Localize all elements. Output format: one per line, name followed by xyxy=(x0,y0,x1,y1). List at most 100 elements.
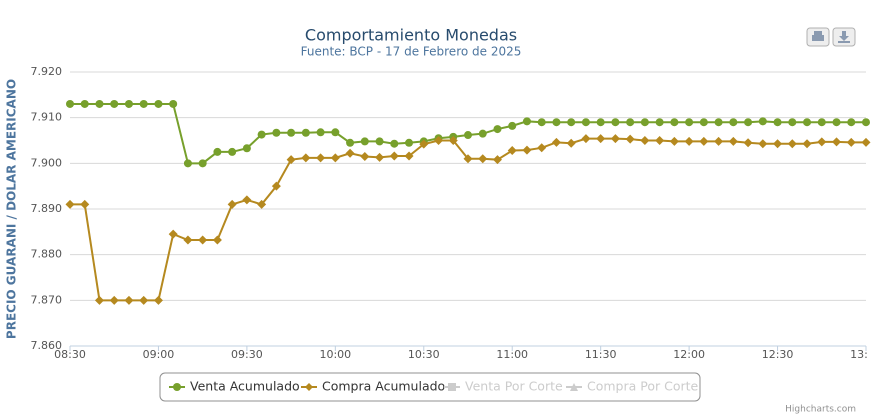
y-tick-label: 7.910 xyxy=(31,111,63,124)
data-point xyxy=(832,137,842,147)
data-point xyxy=(434,136,444,145)
legend-label[interactable]: Compra Acumulado xyxy=(322,379,445,394)
data-point xyxy=(537,143,547,153)
data-point xyxy=(684,136,694,146)
data-point xyxy=(773,139,783,149)
data-point xyxy=(464,131,472,140)
data-point xyxy=(478,129,487,138)
data-point xyxy=(80,199,90,209)
data-point xyxy=(817,118,826,127)
data-point xyxy=(611,118,620,127)
data-point xyxy=(714,136,724,146)
legend-label[interactable]: Venta Acumulado xyxy=(190,379,300,394)
data-point xyxy=(124,295,134,305)
data-point xyxy=(95,99,104,108)
data-point xyxy=(316,153,326,163)
data-point xyxy=(685,118,694,127)
legend-marker xyxy=(305,383,313,391)
data-point xyxy=(655,136,665,145)
data-point xyxy=(788,118,797,127)
data-point xyxy=(124,99,133,108)
y-axis-label: PRECIO GUARANI / DOLAR AMERICANO xyxy=(5,79,19,339)
data-point xyxy=(212,235,222,245)
data-point xyxy=(832,118,841,127)
data-point xyxy=(478,154,488,164)
data-point xyxy=(669,136,679,146)
data-point xyxy=(390,139,399,148)
data-point xyxy=(699,118,708,127)
data-point xyxy=(109,295,119,305)
x-tick-label: 08:30 xyxy=(54,348,86,361)
data-point xyxy=(65,199,75,209)
data-point xyxy=(463,154,473,164)
chart-title: Comportamiento Monedas xyxy=(305,26,517,45)
data-point xyxy=(773,118,782,127)
data-point xyxy=(168,229,178,239)
data-point xyxy=(492,155,502,165)
data-point xyxy=(787,139,797,149)
print-button[interactable] xyxy=(806,27,830,47)
data-point xyxy=(508,121,517,130)
legend-marker xyxy=(448,383,456,391)
data-point xyxy=(375,152,385,162)
data-point xyxy=(744,118,753,127)
data-point xyxy=(610,134,620,144)
data-point xyxy=(522,145,532,155)
data-point xyxy=(625,134,635,144)
data-point xyxy=(154,99,163,108)
data-point xyxy=(301,153,311,163)
data-point xyxy=(316,128,325,137)
data-point xyxy=(817,137,827,147)
x-tick-label: 10:00 xyxy=(319,348,351,361)
data-point xyxy=(80,99,89,108)
data-point xyxy=(655,118,664,127)
data-point xyxy=(640,136,650,145)
data-point xyxy=(758,117,767,126)
x-tick-label: 12:00 xyxy=(673,348,705,361)
chart-subtitle: Fuente: BCP - 17 de Febrero de 2025 xyxy=(301,45,522,59)
legend-box xyxy=(159,372,701,402)
data-point xyxy=(331,128,340,137)
legend-marker xyxy=(173,383,181,391)
data-point xyxy=(566,138,576,148)
data-point xyxy=(728,136,738,146)
data-point xyxy=(419,139,429,149)
download-button[interactable] xyxy=(832,27,856,47)
x-tick-label: 09:00 xyxy=(143,348,175,361)
x-tick-label: 13:00 xyxy=(850,348,882,361)
data-point xyxy=(743,138,753,148)
data-point xyxy=(286,155,296,165)
data-point xyxy=(581,118,590,127)
data-point xyxy=(758,139,768,149)
data-point xyxy=(272,128,281,137)
data-point xyxy=(640,118,649,127)
data-point xyxy=(345,148,355,158)
data-point xyxy=(507,146,517,156)
data-point xyxy=(729,118,738,127)
legend-label[interactable]: Compra Por Corte xyxy=(587,379,699,394)
data-point xyxy=(448,136,458,145)
data-point xyxy=(153,295,163,305)
data-point xyxy=(242,195,252,205)
data-point xyxy=(330,153,340,163)
data-point xyxy=(66,99,74,108)
x-tick-label: 11:30 xyxy=(585,348,617,361)
data-point xyxy=(846,137,856,147)
x-axis-labels: 08:30 09:00 09:30 10:00 10:30 11:00 11:30 12:00… xyxy=(54,348,882,361)
data-point xyxy=(346,138,355,147)
y-tick-label: 7.880 xyxy=(31,248,63,261)
data-point xyxy=(551,137,561,147)
data-point xyxy=(169,99,178,108)
data-point xyxy=(271,181,281,191)
data-point xyxy=(257,199,267,209)
legend-label[interactable]: Venta Por Corte xyxy=(465,379,563,394)
data-point xyxy=(581,134,591,144)
data-point xyxy=(94,295,104,305)
data-point xyxy=(228,147,237,156)
data-point xyxy=(404,151,414,161)
data-point xyxy=(360,137,369,146)
legend-marker xyxy=(570,383,578,391)
data-point xyxy=(183,159,192,168)
data-point xyxy=(803,118,812,127)
